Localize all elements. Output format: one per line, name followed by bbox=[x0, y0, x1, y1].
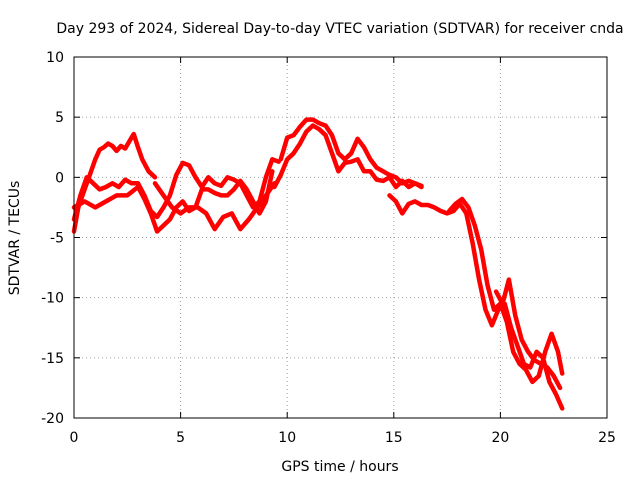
x-tick-label: 0 bbox=[70, 430, 79, 446]
y-tick-label: 10 bbox=[46, 50, 64, 66]
x-tick-label: 15 bbox=[385, 430, 403, 446]
tick-layer: 0 5 10 15 20 25 -20 -15 -10 -5 0 5 10 bbox=[41, 50, 616, 446]
series-track-i bbox=[493, 277, 563, 391]
x-tick-label: 25 bbox=[598, 430, 616, 446]
y-tick-label: 0 bbox=[55, 170, 64, 186]
x-axis-label: GPS time / hours bbox=[281, 459, 398, 475]
chart-title: Day 293 of 2024, Sidereal Day-to-day VTE… bbox=[56, 21, 623, 37]
y-tick-label: -20 bbox=[41, 411, 64, 427]
series-track-c bbox=[71, 169, 275, 234]
series-track-b bbox=[71, 157, 281, 222]
x-tick-label: 20 bbox=[491, 430, 509, 446]
y-tick-label: -15 bbox=[41, 351, 64, 367]
y-tick-label: -5 bbox=[50, 231, 64, 247]
x-tick-label: 5 bbox=[176, 430, 185, 446]
series-track-e bbox=[272, 123, 424, 190]
y-axis-label: SDTVAR / TECUs bbox=[7, 181, 23, 296]
series-track-f bbox=[278, 117, 424, 189]
y-tick-label: 5 bbox=[55, 110, 64, 126]
y-tick-label: -10 bbox=[41, 291, 64, 307]
x-tick-label: 10 bbox=[278, 430, 296, 446]
series-track-d bbox=[152, 181, 277, 232]
series-layer bbox=[71, 117, 565, 411]
series-track-h bbox=[446, 196, 565, 385]
